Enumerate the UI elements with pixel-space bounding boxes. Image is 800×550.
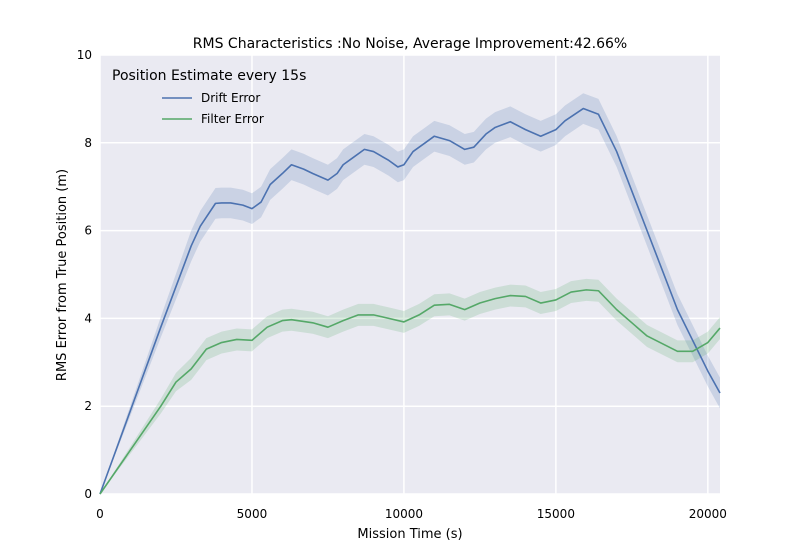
plot-background <box>100 55 720 494</box>
y-tick-label-2: 4 <box>84 311 92 325</box>
y-tick-label-5: 10 <box>77 48 92 62</box>
x-tick-labels: 0 5000 10000 15000 20000 <box>96 507 727 521</box>
y-tick-label-0: 0 <box>84 487 92 501</box>
y-tick-label-3: 6 <box>84 224 92 238</box>
legend: Position Estimate every 15s Drift Error … <box>112 68 306 126</box>
x-tick-label-0: 0 <box>96 507 104 521</box>
y-tick-label-4: 8 <box>84 136 92 150</box>
x-axis-label: Mission Time (s) <box>357 527 462 542</box>
chart-title: RMS Characteristics :No Noise, Average I… <box>193 36 627 52</box>
line-drift-error <box>99 107 721 495</box>
x-tick-label-3: 15000 <box>537 507 575 521</box>
band-filter-error <box>100 278 720 494</box>
legend-entry-drift: Drift Error <box>201 91 260 105</box>
x-tick-label-2: 10000 <box>385 507 423 521</box>
y-tick-label-1: 2 <box>84 399 92 413</box>
y-tick-labels: 0 2 4 6 8 10 <box>77 48 92 501</box>
grid-lines <box>99 54 720 495</box>
x-tick-label-4: 20000 <box>689 507 727 521</box>
x-tick-label-1: 5000 <box>237 507 268 521</box>
legend-entry-filter: Filter Error <box>201 112 264 126</box>
line-filter-error <box>99 289 721 495</box>
y-axis-label: RMS Error from True Position (m) <box>55 169 70 381</box>
legend-title: Position Estimate every 15s <box>112 68 306 84</box>
series-lines <box>99 107 721 495</box>
error-bands <box>100 93 720 494</box>
band-drift-error <box>100 93 720 494</box>
